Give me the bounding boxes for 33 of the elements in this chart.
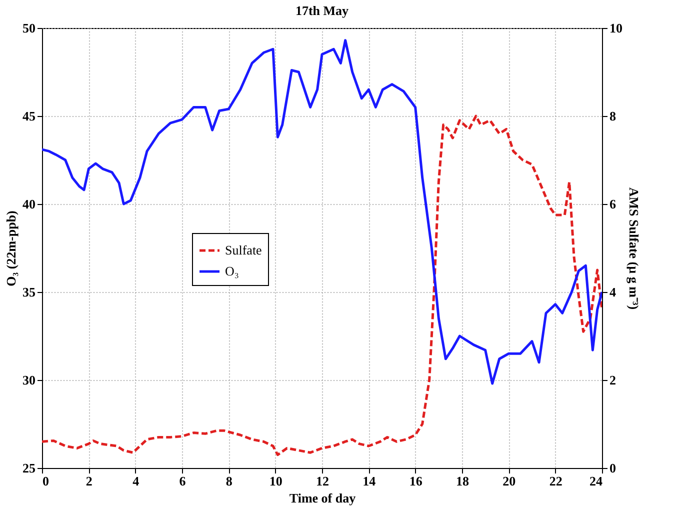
x-tick-label: 24	[590, 474, 603, 488]
y-tick-label: 50	[22, 20, 36, 36]
y2-tick-label: 8	[610, 108, 616, 124]
x-tick-label: 16	[409, 474, 423, 488]
y2-tick-label: 10	[610, 20, 622, 36]
x-tick-label: 18	[456, 474, 470, 488]
y-tick-label: 40	[22, 196, 36, 212]
y-tick-label: 30	[22, 372, 36, 388]
x-tick-label: 0	[42, 474, 49, 488]
legend-label: O₃	[225, 264, 239, 278]
legend-label: Sulfate	[225, 242, 262, 258]
x-tick-label: 22	[549, 474, 562, 488]
chart-title: 17th May	[295, 3, 350, 18]
line-series	[42, 39, 602, 385]
y2-axis-title: AMS Sulfate (µ g m⁻³)	[626, 187, 642, 310]
y-tick-label: 25	[22, 460, 36, 476]
x-axis-title: Time of day	[289, 490, 356, 506]
line-series	[42, 114, 602, 456]
y2-tick-label: 0	[610, 460, 616, 476]
x-tick-label: 14	[362, 474, 376, 488]
x-tick-label: 4	[132, 474, 140, 488]
x-tick-label: 10	[269, 474, 282, 488]
y2-tick-label: 6	[610, 196, 616, 212]
x-tick-label: 20	[502, 474, 516, 488]
x-tick-label: 8	[226, 474, 233, 488]
x-tick-label: 6	[179, 474, 186, 488]
y-tick-label: 35	[22, 284, 36, 300]
y-axis-title: O₃ (22m-ppb)	[4, 210, 18, 286]
y2-tick-label: 2	[610, 372, 616, 388]
x-tick-label: 2	[86, 474, 92, 488]
y-tick-label: 45	[22, 108, 36, 124]
y2-tick-label: 4	[610, 284, 616, 300]
x-tick-label: 12	[316, 474, 329, 488]
